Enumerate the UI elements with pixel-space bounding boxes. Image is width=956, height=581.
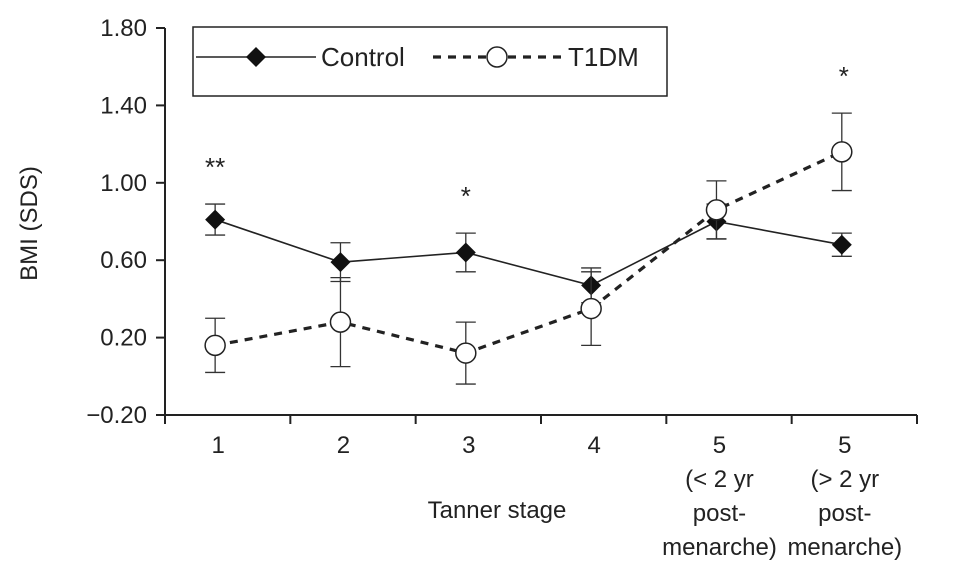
y-tick-label: 1.00	[100, 170, 147, 197]
t1dm-point	[455, 342, 477, 364]
t1dm-point	[580, 297, 602, 320]
x-tick-label: (< 2 yr	[685, 466, 754, 493]
y-axis: −0.20 0.20 0.60 1.00 1.40 1.80	[86, 15, 166, 429]
control-point	[455, 242, 476, 263]
y-ticks: −0.20 0.20 0.60 1.00 1.40 1.80	[86, 15, 165, 429]
t1dm-point	[831, 141, 853, 163]
x-tick-label: menarche)	[787, 534, 902, 561]
series-layer	[204, 112, 853, 385]
x-tick-label: 1	[211, 432, 224, 459]
y-tick-label: 1.80	[100, 15, 147, 42]
t1dm-point	[329, 311, 352, 333]
t1dm-point	[705, 199, 728, 221]
control-series	[205, 203, 852, 304]
significance-layer: ****	[205, 61, 849, 211]
legend-control-label: Control	[321, 42, 405, 72]
x-axis: 1 2 3 4 5 (< 2 yr post-menarche) 5 (> 2 yr post-m…	[164, 414, 918, 561]
x-tick-label: (> 2 yr	[810, 466, 879, 493]
x-tick-label: 2	[337, 432, 350, 459]
t1dm-point	[486, 46, 508, 68]
t1dm-line	[214, 150, 843, 355]
x-tick-label: 5	[838, 432, 851, 459]
x-tick-label: post-	[693, 500, 746, 527]
control-point	[330, 252, 351, 273]
significance-marker: **	[205, 152, 225, 182]
control-point	[246, 47, 266, 67]
legend: Control T1DM	[192, 26, 668, 97]
y-tick-label: −0.20	[86, 402, 147, 429]
y-axis-title: BMI (SDS)	[16, 166, 43, 281]
significance-marker: *	[839, 61, 849, 91]
legend-box	[192, 26, 668, 97]
legend-items: Control T1DM	[196, 42, 639, 72]
control-point	[831, 234, 852, 255]
y-tick-label: 0.20	[100, 325, 147, 352]
x-tick-label: 3	[462, 432, 475, 459]
x-tick-label: 4	[587, 432, 600, 459]
t1dm-point	[204, 334, 226, 357]
t1dm-series	[204, 112, 853, 385]
legend-t1dm-label: T1DM	[568, 42, 639, 72]
y-tick-label: 1.40	[100, 92, 147, 119]
x-tick-label: post-	[818, 500, 871, 527]
x-axis-title: Tanner stage	[428, 497, 567, 524]
x-tick-label: 5	[713, 432, 726, 459]
x-tick-label: menarche)	[662, 534, 777, 561]
x-ticks: 1 2 3 4 5 (< 2 yr post-menarche) 5 (> 2 yr post-m…	[164, 415, 918, 561]
control-line	[214, 218, 842, 287]
y-tick-label: 0.60	[100, 247, 147, 274]
significance-marker: *	[461, 181, 471, 211]
control-point	[205, 209, 226, 230]
